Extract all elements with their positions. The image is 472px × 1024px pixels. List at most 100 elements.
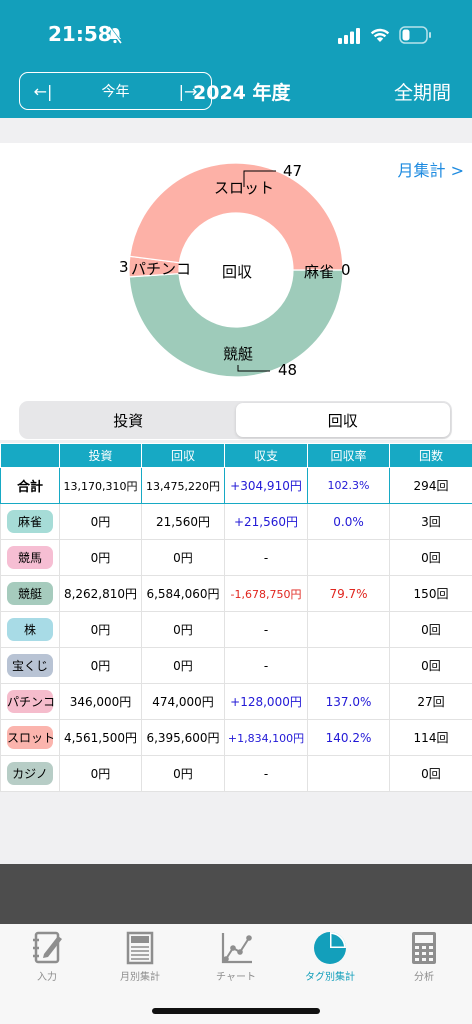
rate-cell — [307, 539, 390, 576]
count-cell: 3回 — [389, 503, 472, 540]
balance-cell: - — [224, 611, 308, 648]
all-period-button[interactable]: 全期間 — [393, 82, 451, 104]
donut-segment-競艇[interactable] — [128, 269, 344, 378]
tag-summary-table: 投資 回収 収支 回収率 回数 合計 13,170,310円 13,475,22… — [0, 443, 472, 792]
invest-cell: 346,000円 — [59, 683, 142, 720]
slot-leader-line — [243, 170, 276, 187]
tag-badge[interactable]: 競馬 — [7, 546, 53, 569]
count-cell: 114回 — [389, 719, 472, 756]
invest-option[interactable]: 投資 — [113, 411, 144, 430]
tab-label: 入力 — [37, 972, 57, 983]
app-header: 21:58 ←| 今年 |→ 2024 年度 全期間 — [0, 0, 472, 118]
tab-analysis[interactable]: 分析 — [384, 930, 464, 983]
table-row[interactable]: 競艇 8,262,810円 6,584,060円 -1,678,750円 79.7% 15… — [0, 575, 472, 612]
bell-muted-icon — [108, 26, 123, 44]
table-row[interactable]: カジノ 0円 0円 -0回 — [0, 755, 472, 792]
tab-label: タグ別集計 — [305, 972, 355, 983]
pachinko-label: パチンコ — [131, 260, 192, 278]
home-indicator — [152, 1008, 320, 1014]
collect-cell: 0円 — [141, 611, 225, 648]
balance-cell: - — [224, 647, 308, 684]
line-chart-icon — [221, 933, 252, 964]
rate-cell: 0.0% — [307, 503, 390, 540]
collect-cell: 474,000円 — [141, 683, 225, 720]
pachinko-value: 3 — [119, 258, 129, 276]
invest-collect-toggle: 投資 回収 — [19, 401, 452, 439]
tag-badge[interactable]: 宝くじ — [7, 654, 53, 677]
rate-cell: 79.7% — [307, 575, 390, 612]
invest-cell: 0円 — [59, 539, 142, 576]
table-header-row: 投資 回収 収支 回収率 回数 — [0, 443, 472, 468]
signal-icon — [338, 28, 360, 44]
total-balance: +304,910円 — [224, 467, 308, 504]
tab-label: 分析 — [414, 972, 434, 983]
tab-label: チャート — [216, 972, 256, 983]
battery-icon — [399, 26, 431, 44]
page-title: 2024 年度 — [193, 82, 291, 104]
bottom-band — [0, 864, 472, 924]
tab-chart[interactable]: チャート — [196, 930, 276, 983]
balance-cell: +1,834,100円 — [224, 719, 308, 756]
tag-cell: 競艇 — [0, 575, 60, 612]
collect-cell: 0円 — [141, 755, 225, 792]
tab-input[interactable]: 入力 — [7, 930, 87, 983]
column-header: 投資 — [59, 443, 142, 468]
year-navigator: ←| 今年 |→ — [19, 72, 212, 110]
boat-label: 競艇 — [223, 345, 254, 363]
balance-cell: - — [224, 755, 308, 792]
tag-badge[interactable]: スロット — [7, 726, 55, 749]
donut-segment-スロット[interactable] — [129, 162, 344, 271]
count-cell: 0回 — [389, 755, 472, 792]
collect-option[interactable]: 回収 — [235, 403, 450, 437]
column-header: 回数 — [389, 443, 472, 468]
table-row[interactable]: 競馬 0円 0円 -0回 — [0, 539, 472, 576]
column-header — [0, 443, 60, 468]
tag-badge[interactable]: 麻雀 — [7, 510, 53, 533]
boat-leader-line — [237, 365, 270, 372]
current-year-label[interactable]: 今年 — [101, 84, 130, 100]
collect-cell: 6,395,600円 — [141, 719, 225, 756]
collect-cell: 21,560円 — [141, 503, 225, 540]
rate-cell: 137.0% — [307, 683, 390, 720]
balance-cell: -1,678,750円 — [224, 575, 308, 612]
total-count: 294回 — [389, 467, 472, 504]
tag-badge[interactable]: カジノ — [7, 762, 53, 785]
column-header: 回収 — [141, 443, 225, 468]
tag-badge[interactable]: 株 — [7, 618, 53, 641]
table-row[interactable]: パチンコ 346,000円 474,000円 +128,000円 137.0% 27回 — [0, 683, 472, 720]
count-cell: 150回 — [389, 575, 472, 612]
invest-cell: 4,561,500円 — [59, 719, 142, 756]
total-label: 合計 — [0, 467, 60, 504]
tab-monthly[interactable]: 月別集計 — [100, 930, 180, 983]
table-row[interactable]: 麻雀 0円 21,560円 +21,560円 0.0% 3回 — [0, 503, 472, 540]
balance-cell: +21,560円 — [224, 503, 308, 540]
tag-cell: パチンコ — [0, 683, 60, 720]
count-cell: 0回 — [389, 539, 472, 576]
tag-badge[interactable]: 競艇 — [7, 582, 53, 605]
calculator-icon — [412, 932, 436, 964]
total-row: 合計 13,170,310円 13,475,220円 +304,910円 102… — [0, 467, 472, 504]
status-time: 21:58 — [48, 22, 112, 46]
balance-cell: - — [224, 539, 308, 576]
tag-cell: スロット — [0, 719, 60, 756]
tag-cell: 麻雀 — [0, 503, 60, 540]
collect-cell: 0円 — [141, 647, 225, 684]
next-year-button[interactable]: |→ — [178, 81, 198, 101]
mahjong-label: 麻雀 — [304, 263, 335, 281]
column-header: 収支 — [224, 443, 308, 468]
table-row[interactable]: スロット 4,561,500円 6,395,600円 +1,834,100円 140.2… — [0, 719, 472, 756]
tab-tag-summary[interactable]: タグ別集計 — [290, 930, 370, 983]
slot-value: 47 — [283, 162, 303, 180]
monthly-summary-link[interactable]: 月集計 > — [397, 161, 465, 180]
rate-cell — [307, 611, 390, 648]
tag-badge[interactable]: パチンコ — [7, 690, 55, 713]
previous-year-button[interactable]: ←| — [33, 81, 53, 101]
tag-cell: 株 — [0, 611, 60, 648]
donut-chart[interactable] — [0, 143, 472, 440]
table-row[interactable]: 株 0円 0円 -0回 — [0, 611, 472, 648]
invest-cell: 0円 — [59, 755, 142, 792]
table-row[interactable]: 宝くじ 0円 0円 -0回 — [0, 647, 472, 684]
tab-label: 月別集計 — [120, 972, 160, 983]
invest-cell: 0円 — [59, 503, 142, 540]
donut-center-label: 回収 — [222, 263, 253, 281]
